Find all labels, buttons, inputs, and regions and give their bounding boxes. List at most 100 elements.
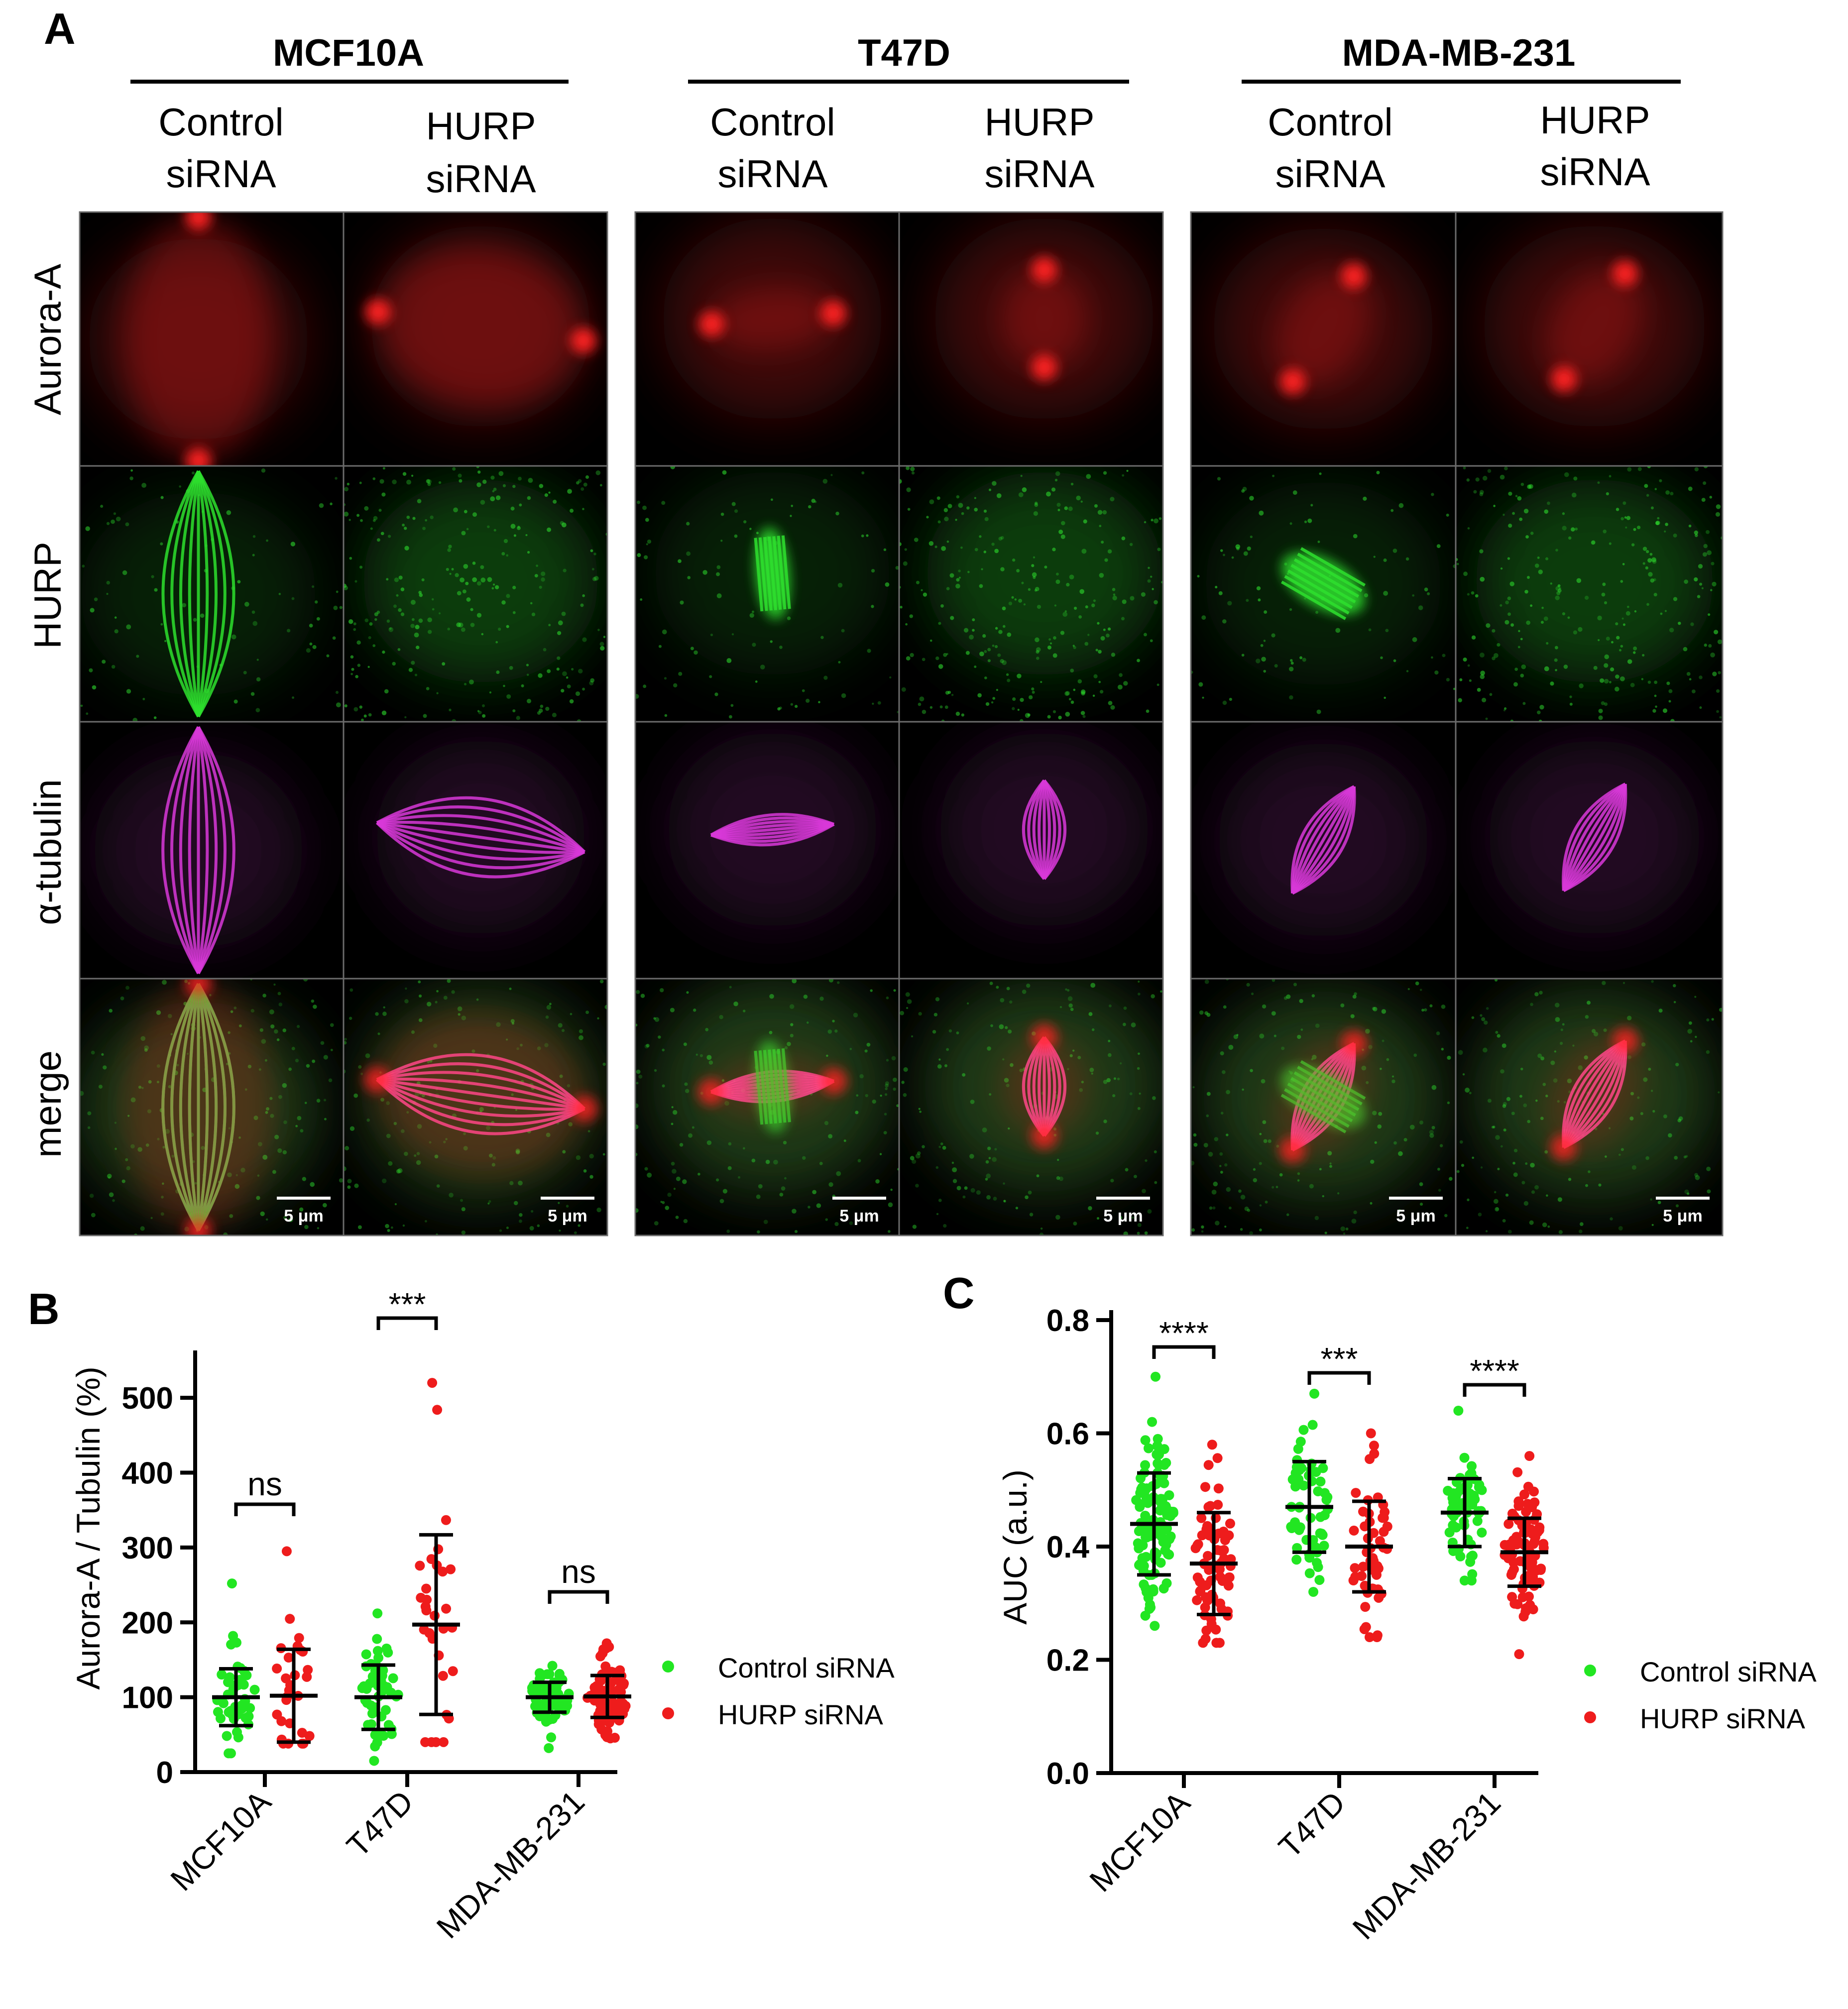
data-point — [1351, 1488, 1361, 1498]
data-point — [240, 1713, 251, 1723]
data-point — [369, 1756, 379, 1766]
data-point — [1372, 1561, 1383, 1571]
column-label-hurp: siRNA — [1540, 150, 1650, 194]
data-point — [1146, 1602, 1156, 1613]
data-point — [1470, 1494, 1480, 1504]
cell-line-label: MDA-MB-231 — [1342, 32, 1576, 74]
row-label-aurora-a: Aurora-A — [27, 264, 69, 415]
panel-a-letter: A — [44, 4, 76, 53]
data-point — [1141, 1583, 1151, 1593]
panel-b-letter: B — [28, 1284, 60, 1334]
data-point — [1369, 1528, 1379, 1538]
data-point — [249, 1684, 260, 1695]
data-point — [544, 1743, 554, 1753]
data-point — [372, 1634, 382, 1644]
mean-sd-bar — [1501, 1516, 1548, 1588]
data-point — [1350, 1571, 1361, 1582]
panel-c-letter: C — [943, 1268, 975, 1318]
data-point — [1198, 1638, 1208, 1648]
data-point — [1528, 1572, 1538, 1582]
data-point — [1477, 1527, 1487, 1538]
data-point — [1369, 1449, 1380, 1459]
x-tick-label: MCF10A — [1082, 1785, 1197, 1899]
data-point — [438, 1737, 449, 1747]
data-point — [1154, 1450, 1164, 1460]
data-point — [1369, 1441, 1379, 1451]
data-point — [1472, 1516, 1483, 1526]
data-point — [1467, 1569, 1478, 1579]
cell-line-label: T47D — [858, 32, 950, 74]
data-point — [1372, 1630, 1383, 1641]
row-label-tubulin: α-tubulin — [27, 779, 69, 925]
data-point — [1512, 1467, 1523, 1477]
data-point — [1313, 1562, 1323, 1572]
x-tick-label: MDA-MB-231 — [1346, 1785, 1507, 1946]
data-point — [1366, 1428, 1376, 1439]
data-point — [1292, 1543, 1302, 1553]
data-point — [1290, 1481, 1301, 1492]
data-point — [1447, 1493, 1458, 1503]
mean-sd-bar — [354, 1663, 402, 1731]
data-point — [1503, 1519, 1514, 1529]
data-point — [1360, 1521, 1370, 1532]
scale-bar: 5 μm — [277, 1197, 331, 1226]
data-point — [1374, 1592, 1384, 1603]
significance-label: *** — [1321, 1341, 1358, 1377]
scale-bar-label: 5 μm — [839, 1207, 879, 1226]
data-point — [272, 1664, 282, 1674]
data-point — [1523, 1591, 1534, 1602]
data-point — [1509, 1598, 1520, 1609]
mean-sd-bar — [526, 1680, 574, 1714]
data-point — [1195, 1586, 1205, 1597]
data-point — [551, 1697, 562, 1708]
data-point — [1200, 1602, 1210, 1613]
micrograph-tile — [1190, 211, 1457, 467]
data-point — [1156, 1502, 1167, 1512]
scale-bar-label: 5 μm — [548, 1207, 587, 1226]
micrograph-tile — [79, 211, 345, 467]
data-point — [303, 1665, 313, 1675]
data-point — [546, 1732, 557, 1743]
data-point — [388, 1673, 398, 1683]
scale-bar-label: 5 μm — [1663, 1207, 1702, 1226]
data-point — [1216, 1604, 1227, 1614]
scale-bar: 5 μm — [1389, 1197, 1443, 1226]
panel-b: B Aurora-A / Tubulin (%) 0 100 200 300 400 50… — [28, 1284, 895, 1945]
column-label-hurp: HURP — [1540, 98, 1650, 142]
group-underline — [1242, 80, 1681, 84]
micrograph-tile — [343, 465, 608, 723]
micrograph-tile — [1190, 721, 1457, 980]
data-point — [372, 1608, 383, 1619]
data-point — [1213, 1483, 1224, 1494]
y-tick-label: 0 — [156, 1756, 173, 1790]
data-point — [1200, 1482, 1211, 1492]
data-point — [1134, 1560, 1145, 1570]
data-point — [1319, 1488, 1330, 1498]
column-label-control: siRNA — [1275, 152, 1385, 196]
data-point — [304, 1731, 315, 1741]
significance-label: **** — [1159, 1315, 1209, 1351]
significance-bracket — [1307, 1371, 1371, 1385]
legend-label-hurp: HURP siRNA — [1640, 1703, 1806, 1734]
data-point — [1528, 1539, 1539, 1549]
data-point — [1202, 1551, 1213, 1561]
data-point — [609, 1733, 620, 1743]
data-point — [1148, 1586, 1158, 1597]
data-point — [1514, 1649, 1524, 1660]
group-underline — [130, 80, 569, 84]
data-point — [1153, 1434, 1163, 1444]
micrograph-tile — [1455, 211, 1724, 467]
micrograph-tile — [343, 211, 608, 467]
data-point — [281, 1546, 292, 1557]
scale-bar: 5 μm — [832, 1197, 886, 1226]
data-point — [370, 1741, 380, 1752]
data-point — [1315, 1476, 1326, 1487]
data-point — [1527, 1529, 1537, 1539]
micrograph-tile — [343, 721, 608, 980]
data-point — [602, 1726, 613, 1737]
scale-bar: 5 μm — [541, 1197, 594, 1226]
data-point — [1220, 1535, 1230, 1546]
data-point — [370, 1730, 380, 1740]
y-tick-label: 200 — [122, 1606, 173, 1640]
